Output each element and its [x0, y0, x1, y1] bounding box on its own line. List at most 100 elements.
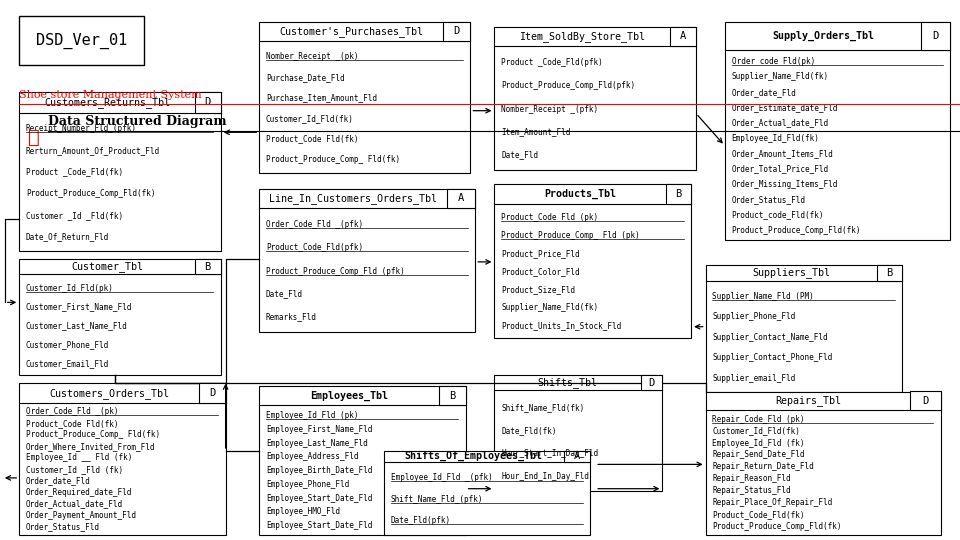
- Bar: [564, 451, 590, 462]
- Text: Employee_Id_Fld (pk): Employee_Id_Fld (pk): [266, 411, 358, 420]
- Text: Product_Size_Fld: Product_Size_Fld: [501, 285, 575, 294]
- Text: Supplier_Name_Fld(fk): Supplier_Name_Fld(fk): [501, 303, 598, 312]
- Text: Product_Code_Fld(pfk): Product_Code_Fld(pfk): [266, 244, 363, 252]
- Text: Order_Status_Fld: Order_Status_Fld: [732, 195, 805, 204]
- Text: Customers_Returns_Tbl: Customers_Returns_Tbl: [44, 97, 170, 107]
- Bar: [640, 375, 662, 390]
- Text: Shift_Name_Fld(fk): Shift_Name_Fld(fk): [501, 403, 585, 412]
- Text: Order_Total_Price_Fld: Order_Total_Price_Fld: [732, 165, 828, 173]
- Text: Purchase_Item_Amount_Fld: Purchase_Item_Amount_Fld: [266, 93, 377, 102]
- Text: Product_Code Fld(fk): Product_Code Fld(fk): [266, 134, 358, 144]
- Text: Employee_HMO_Fld: Employee_HMO_Fld: [266, 508, 340, 516]
- Text: Customer_Last_Name_Fld: Customer_Last_Name_Fld: [26, 321, 128, 330]
- Text: Order_Actual_date_Fld: Order_Actual_date_Fld: [26, 500, 123, 509]
- Text: Shifts_Of_Employees_Tbl: Shifts_Of_Employees_Tbl: [405, 451, 542, 462]
- Text: Supplier_Contact_Phone_Fld: Supplier_Contact_Phone_Fld: [712, 353, 832, 362]
- Text: B: B: [675, 188, 682, 199]
- Text: Product _Code_Fld(pfk): Product _Code_Fld(pfk): [501, 58, 603, 68]
- Text: Order_Where_Invited_From_Fld: Order_Where_Invited_From_Fld: [26, 442, 156, 451]
- Text: Customer_Tbl: Customer_Tbl: [71, 261, 143, 272]
- Text: Date_Of_Return_Fld: Date_Of_Return_Fld: [26, 233, 109, 241]
- Text: Product_Produce_Comp_Fld (pfk): Product_Produce_Comp_Fld (pfk): [266, 267, 405, 275]
- Text: Employee_Start_Date_Fld: Employee_Start_Date_Fld: [266, 521, 372, 530]
- Bar: [494, 375, 662, 491]
- Text: Order_date_Fld: Order_date_Fld: [732, 87, 796, 97]
- Text: D: D: [209, 388, 215, 398]
- Text: Nomber_Receipt _(pk): Nomber_Receipt _(pk): [266, 52, 358, 61]
- Text: A: A: [574, 451, 580, 461]
- Bar: [706, 265, 902, 392]
- Text: Repair_Place_Of_Repair_Fld: Repair_Place_Of_Repair_Fld: [712, 498, 832, 508]
- Text: 👠: 👠: [28, 128, 39, 147]
- Text: Product_Produce_Comp_ Fld(fk): Product_Produce_Comp_ Fld(fk): [266, 155, 400, 164]
- Bar: [19, 16, 144, 65]
- Text: Customer_Phone_Fld: Customer_Phone_Fld: [26, 340, 109, 349]
- Bar: [195, 259, 221, 274]
- Text: Product_Produce_Comp_Fld(fk): Product_Produce_Comp_Fld(fk): [732, 226, 861, 235]
- Text: Employee_Last_Name_Fld: Employee_Last_Name_Fld: [266, 438, 368, 448]
- Text: Order code Fld(pk): Order code Fld(pk): [732, 57, 815, 66]
- Text: Order_Code_Fld _(pfk): Order_Code_Fld _(pfk): [266, 220, 363, 230]
- Text: Data Structured Diagram: Data Structured Diagram: [48, 115, 227, 128]
- Bar: [494, 27, 696, 170]
- Text: Shifts_Tbl: Shifts_Tbl: [538, 377, 597, 388]
- Text: Supplier_email_Fld: Supplier_email_Fld: [712, 374, 796, 383]
- Bar: [384, 451, 590, 535]
- Bar: [259, 22, 470, 173]
- Text: Customer_Id_Fld(pk): Customer_Id_Fld(pk): [26, 284, 114, 293]
- Bar: [706, 392, 941, 535]
- Text: D: D: [923, 396, 928, 406]
- Text: Product_Code Fld (pk): Product_Code Fld (pk): [501, 213, 598, 222]
- Text: Product_code_Fld(fk): Product_code_Fld(fk): [732, 211, 824, 219]
- Text: Product_Produce_Comp_Fld(fk): Product_Produce_Comp_Fld(fk): [712, 522, 842, 531]
- Text: Line_In_Customers_Orders_Tbl: Line_In_Customers_Orders_Tbl: [269, 193, 437, 204]
- Text: Products_Tbl: Products_Tbl: [544, 188, 616, 199]
- Text: Employee_Id_Fld(fk): Employee_Id_Fld(fk): [732, 134, 820, 143]
- Text: Employee_Phone_Fld: Employee_Phone_Fld: [266, 480, 349, 489]
- Text: Employee_Address_Fld: Employee_Address_Fld: [266, 453, 358, 462]
- Text: Order_Payment_Amount_Fld: Order_Payment_Amount_Fld: [26, 511, 137, 520]
- Text: Customer_Id _Fld (fk): Customer_Id _Fld (fk): [26, 465, 123, 474]
- Text: Product_Produce_Comp_Fld(pfk): Product_Produce_Comp_Fld(pfk): [501, 82, 636, 90]
- Text: B: B: [449, 391, 455, 401]
- Bar: [199, 383, 226, 403]
- Text: DSD_Ver_01: DSD_Ver_01: [36, 32, 128, 49]
- Bar: [876, 265, 902, 281]
- Bar: [443, 22, 470, 41]
- Text: Product_Produce_Comp_ Fld (pk): Product_Produce_Comp_ Fld (pk): [501, 231, 640, 240]
- Text: Repair_Code_Fld (pk): Repair_Code_Fld (pk): [712, 415, 804, 423]
- Text: Repair_Return_Date_Fld: Repair_Return_Date_Fld: [712, 462, 814, 471]
- Text: Nomber_Receipt _(pfk): Nomber_Receipt _(pfk): [501, 105, 598, 113]
- Text: D: D: [648, 378, 655, 388]
- Text: Customer's_Purchases_Tbl: Customer's_Purchases_Tbl: [279, 26, 423, 37]
- Text: Customer_First_Name_Fld: Customer_First_Name_Fld: [26, 302, 132, 312]
- Text: Repair_Send_Date_Fld: Repair_Send_Date_Fld: [712, 450, 804, 460]
- Text: Product_Code Fld(fk): Product_Code Fld(fk): [26, 418, 118, 428]
- Bar: [494, 184, 691, 338]
- Bar: [447, 189, 475, 207]
- Text: D: D: [204, 97, 211, 107]
- Text: Supplier_Name_Fld (PM): Supplier_Name_Fld (PM): [712, 292, 814, 301]
- Text: Date_Fld(fk): Date_Fld(fk): [501, 426, 557, 435]
- Text: Rerturn_Amount_Of_Product_Fld: Rerturn_Amount_Of_Product_Fld: [26, 146, 160, 155]
- Text: Order_Actual_date_Fld: Order_Actual_date_Fld: [732, 118, 828, 127]
- Text: Item_Amount_Fld: Item_Amount_Fld: [501, 127, 570, 137]
- Text: Product_Units_In_Stock_Fld: Product_Units_In_Stock_Fld: [501, 321, 621, 330]
- Text: B: B: [204, 262, 211, 272]
- Text: Employees_Tbl: Employees_Tbl: [310, 390, 388, 401]
- Text: D: D: [932, 31, 939, 41]
- Text: Receipt_Number_Fld_(pfk): Receipt_Number_Fld_(pfk): [26, 124, 137, 133]
- Text: Hour_End_In_Day_Fld: Hour_End_In_Day_Fld: [501, 472, 589, 481]
- Bar: [259, 386, 466, 535]
- Text: Repairs_Tbl: Repairs_Tbl: [775, 395, 841, 406]
- Text: Date_Fld: Date_Fld: [501, 151, 539, 160]
- Text: Customer_Email_Fld: Customer_Email_Fld: [26, 359, 109, 368]
- Bar: [439, 386, 466, 406]
- Text: Product_Color_Fld: Product_Color_Fld: [501, 267, 580, 276]
- Text: Order_date_Fld: Order_date_Fld: [26, 476, 90, 485]
- Text: Employee_First_Name_Fld: Employee_First_Name_Fld: [266, 425, 372, 434]
- Bar: [921, 22, 950, 50]
- Bar: [19, 383, 226, 535]
- Bar: [19, 259, 221, 375]
- Text: Product_Code_Fld(fk): Product_Code_Fld(fk): [712, 510, 804, 519]
